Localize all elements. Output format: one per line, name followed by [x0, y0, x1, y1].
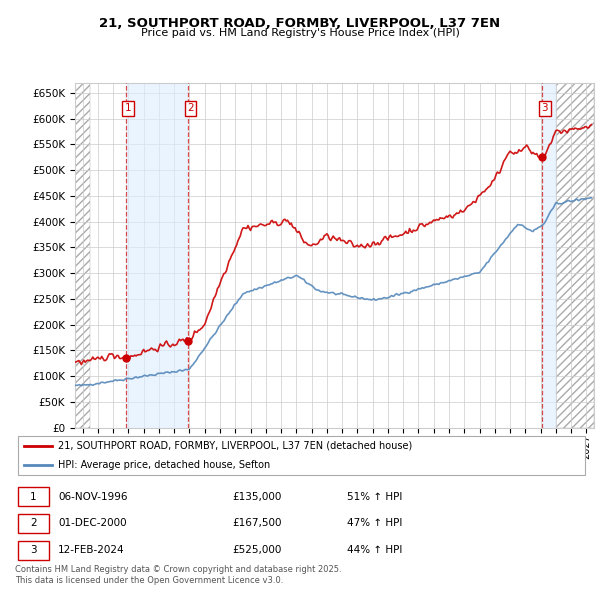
- Text: 3: 3: [541, 103, 548, 113]
- Text: 21, SOUTHPORT ROAD, FORMBY, LIVERPOOL, L37 7EN: 21, SOUTHPORT ROAD, FORMBY, LIVERPOOL, L…: [100, 17, 500, 30]
- Text: 1: 1: [125, 103, 131, 113]
- Text: 21, SOUTHPORT ROAD, FORMBY, LIVERPOOL, L37 7EN (detached house): 21, SOUTHPORT ROAD, FORMBY, LIVERPOOL, L…: [58, 441, 412, 451]
- FancyBboxPatch shape: [18, 540, 49, 560]
- Text: 01-DEC-2000: 01-DEC-2000: [58, 519, 127, 529]
- FancyBboxPatch shape: [18, 436, 585, 475]
- Text: 2: 2: [187, 103, 194, 113]
- Text: 2: 2: [31, 519, 37, 529]
- Text: 51% ↑ HPI: 51% ↑ HPI: [347, 491, 403, 502]
- Text: Contains HM Land Registry data © Crown copyright and database right 2025.
This d: Contains HM Land Registry data © Crown c…: [15, 565, 341, 585]
- Text: Price paid vs. HM Land Registry's House Price Index (HPI): Price paid vs. HM Land Registry's House …: [140, 28, 460, 38]
- FancyBboxPatch shape: [18, 514, 49, 533]
- Text: 1: 1: [31, 491, 37, 502]
- Text: 3: 3: [31, 545, 37, 555]
- Text: 06-NOV-1996: 06-NOV-1996: [58, 491, 127, 502]
- Text: HPI: Average price, detached house, Sefton: HPI: Average price, detached house, Seft…: [58, 460, 270, 470]
- Text: 12-FEB-2024: 12-FEB-2024: [58, 545, 125, 555]
- Text: £525,000: £525,000: [233, 545, 282, 555]
- Text: 44% ↑ HPI: 44% ↑ HPI: [347, 545, 403, 555]
- FancyBboxPatch shape: [18, 487, 49, 506]
- Text: 47% ↑ HPI: 47% ↑ HPI: [347, 519, 403, 529]
- Text: £135,000: £135,000: [233, 491, 282, 502]
- Text: £167,500: £167,500: [233, 519, 282, 529]
